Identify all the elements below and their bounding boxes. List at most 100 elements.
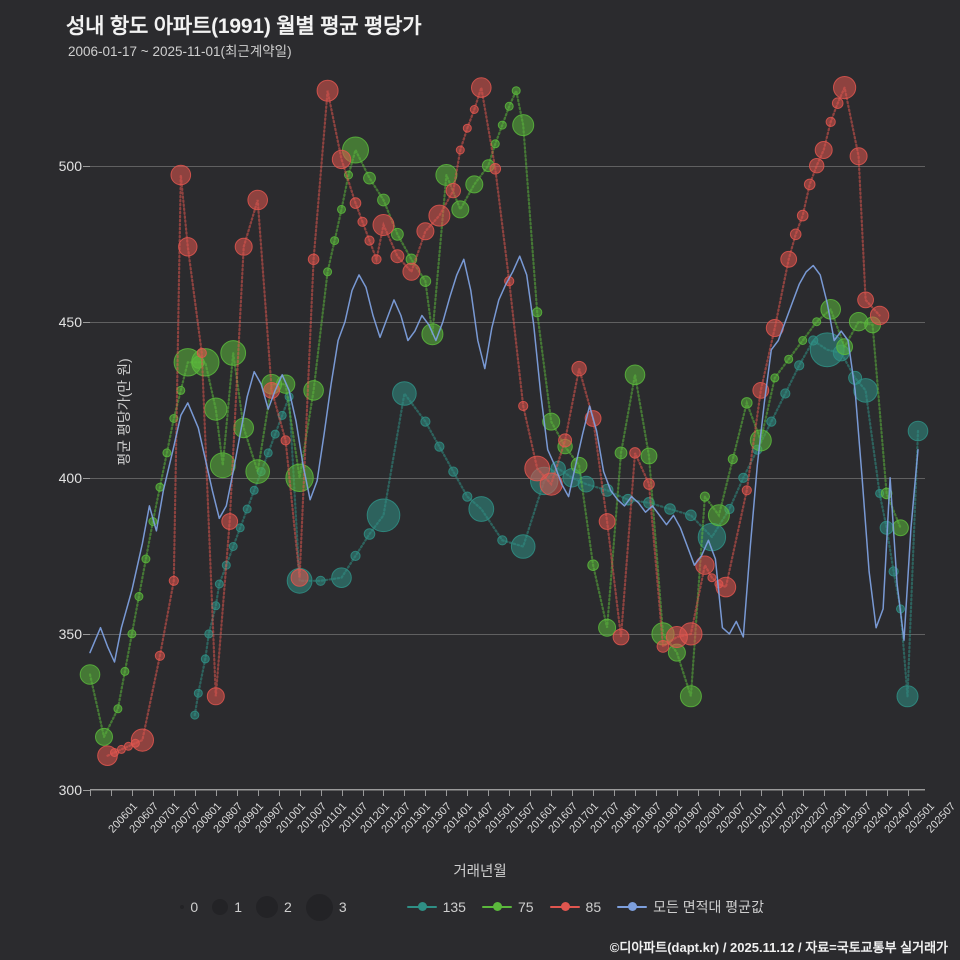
data-point [331, 567, 352, 589]
data-point [695, 555, 715, 575]
data-point [699, 491, 711, 502]
legend-size-item[interactable]: 3 [305, 893, 347, 921]
legend-series-marker-icon [549, 901, 580, 913]
data-point [234, 237, 253, 256]
x-tick-mark [760, 790, 762, 796]
gridline [90, 477, 925, 479]
series-85 [97, 76, 890, 767]
data-point [798, 336, 808, 345]
data-point [200, 654, 210, 664]
legend-series-label: 135 [442, 899, 466, 915]
legend-series-label: 75 [517, 899, 534, 915]
data-point [307, 253, 320, 266]
data-point [766, 416, 777, 427]
data-point [727, 454, 738, 465]
data-point [796, 209, 809, 222]
legend-size-dot-icon [256, 896, 279, 918]
x-tick-mark [593, 790, 595, 796]
series-connector [106, 84, 881, 757]
legend-size-item[interactable]: 0 [180, 899, 198, 915]
page-title: 성내 항도 아파트(1991) 월별 평균 평당가 [66, 15, 422, 38]
data-point [570, 456, 588, 474]
data-point [524, 455, 551, 482]
data-point [330, 236, 340, 246]
plot-area: 300 350 400 450 500 200601 200607 200701 200707… [59, 72, 958, 836]
y-axis-label: 평균 평당가(만 원) [116, 358, 132, 466]
data-point [489, 163, 502, 175]
data-point [664, 503, 676, 515]
series-모든 면적대 평균값 [89, 255, 919, 663]
data-point [377, 193, 390, 207]
x-tick-mark [886, 790, 888, 796]
x-tick-mark [907, 790, 909, 796]
legend-series-marker-icon [617, 901, 648, 913]
x-tick-mark [739, 790, 741, 796]
data-point [242, 504, 252, 514]
x-tick-mark [320, 790, 322, 796]
data-point [357, 216, 368, 227]
x-tick-mark [404, 790, 406, 796]
legend-series-label: 모든 면적대 평균값 [653, 899, 764, 915]
legend-size-item[interactable]: 1 [212, 899, 242, 915]
data-point [245, 459, 270, 484]
data-point [640, 447, 658, 465]
data-point [571, 360, 587, 377]
data-point [315, 575, 326, 586]
legend-series-75[interactable]: 75 [481, 899, 534, 915]
data-point [220, 340, 247, 366]
x-axis-label: 거래년월 [453, 864, 507, 880]
data-point [206, 687, 225, 706]
x-tick-mark [341, 790, 343, 796]
data-point [448, 466, 459, 477]
x-tick-mark [110, 790, 112, 796]
x-tick-mark [697, 790, 699, 796]
data-point [263, 448, 273, 458]
x-axis-line [90, 789, 925, 790]
gridline [90, 790, 925, 791]
data-point [155, 482, 165, 492]
data-point [130, 728, 155, 752]
data-point [95, 727, 113, 746]
data-point [337, 204, 346, 214]
x-tick-mark [215, 790, 217, 796]
data-point [233, 417, 254, 439]
data-point [907, 420, 929, 442]
data-point [371, 254, 382, 265]
x-tick-mark [488, 790, 490, 796]
data-point [366, 498, 401, 533]
data-point [120, 666, 130, 676]
data-point [587, 559, 599, 572]
data-point [113, 704, 123, 714]
data-point [349, 197, 362, 209]
data-point [455, 145, 465, 155]
data-point [391, 227, 404, 241]
legend-series-85[interactable]: 85 [549, 899, 601, 915]
data-point [280, 435, 291, 446]
data-point [372, 214, 395, 236]
x-tick-mark [173, 790, 175, 796]
data-point [518, 400, 529, 412]
data-point [598, 513, 616, 530]
data-point [392, 381, 417, 406]
legend-series-135[interactable]: 135 [406, 899, 466, 915]
y-tick-mark [83, 633, 90, 635]
data-point [598, 618, 617, 637]
data-point [462, 123, 472, 133]
x-tick-mark [152, 790, 154, 796]
legend-series-모든 면적대 평균값[interactable]: 모든 면적대 평균값 [617, 897, 764, 917]
legend-size-item[interactable]: 2 [256, 896, 292, 918]
data-point [770, 373, 780, 383]
x-tick-mark [676, 790, 678, 796]
legend-size-label: 1 [234, 899, 243, 915]
data-point [363, 171, 376, 185]
footer-credit: ©디아파트(dapt.kr) / 2025.11.12 / 자료=국토교통부 실… [609, 940, 948, 955]
data-point [831, 97, 844, 110]
legend-size-dot-icon [180, 904, 185, 910]
data-point [209, 452, 236, 479]
data-point [820, 299, 842, 320]
data-point [741, 397, 753, 409]
data-point [235, 523, 245, 533]
x-tick-mark [530, 790, 532, 796]
x-tick-mark [467, 790, 469, 796]
data-point [612, 628, 630, 646]
